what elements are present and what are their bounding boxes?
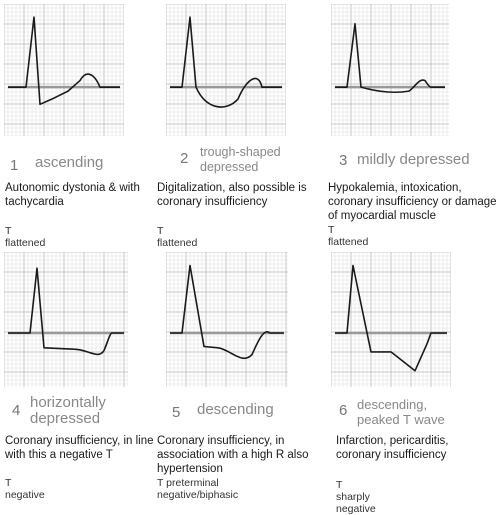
t-wave-status: T flattened <box>5 225 46 249</box>
ecg-chart <box>331 252 451 387</box>
st-shape-label: mildly depressed <box>357 151 470 168</box>
ecg-trace <box>335 264 447 372</box>
ecg-trace <box>335 23 445 93</box>
condition-description: Digitalization, also possible is coronar… <box>157 182 307 208</box>
condition-description: Infarction, pericarditis, coronary insuf… <box>336 435 449 461</box>
st-shape-label: trough-shaped depressed <box>200 145 281 174</box>
ecg-trace <box>170 16 282 108</box>
condition-description: Coronary insufficiency, in line with thi… <box>5 435 154 461</box>
t-wave-status: T sharply negative <box>336 479 376 515</box>
st-shape-label: descending <box>197 401 274 418</box>
ecg-trace <box>8 267 124 356</box>
panel-number: 5 <box>172 404 181 421</box>
ecg-chart <box>166 252 288 387</box>
panel-number: 2 <box>180 150 189 167</box>
condition-description: Autonomic dystonia & with tachycardia <box>5 182 140 208</box>
ecg-chart <box>4 252 128 387</box>
t-wave-status: T flattened <box>157 225 198 249</box>
t-wave-status: T flattened <box>328 224 369 248</box>
st-shape-label: ascending <box>35 154 104 171</box>
panel-number: 1 <box>10 157 19 174</box>
ecg-chart <box>331 4 449 136</box>
ecg-chart <box>4 4 124 136</box>
ecg-grid <box>4 4 124 136</box>
panel-number: 6 <box>339 402 348 419</box>
panel-number: 4 <box>12 402 21 419</box>
condition-description: Coronary insufficiency, in association w… <box>157 435 309 475</box>
t-wave-status: T negative <box>5 477 45 501</box>
ecg-grid <box>331 4 449 136</box>
panel-number: 3 <box>339 152 348 169</box>
ecg-grid <box>166 4 286 136</box>
st-shape-label: descending, peaked T wave <box>357 397 445 427</box>
ecg-grid <box>166 252 288 387</box>
ecg-chart <box>166 4 286 136</box>
st-shape-label: horizontally depressed <box>30 394 106 427</box>
ecg-trace <box>8 16 120 106</box>
ecg-trace <box>170 264 284 360</box>
ecg-grid <box>331 252 451 387</box>
t-wave-status: T preterminal negative/biphasic <box>157 477 239 501</box>
ecg-grid <box>4 252 128 387</box>
condition-description: Hypokalemia, intoxication, coronary insu… <box>328 182 497 222</box>
